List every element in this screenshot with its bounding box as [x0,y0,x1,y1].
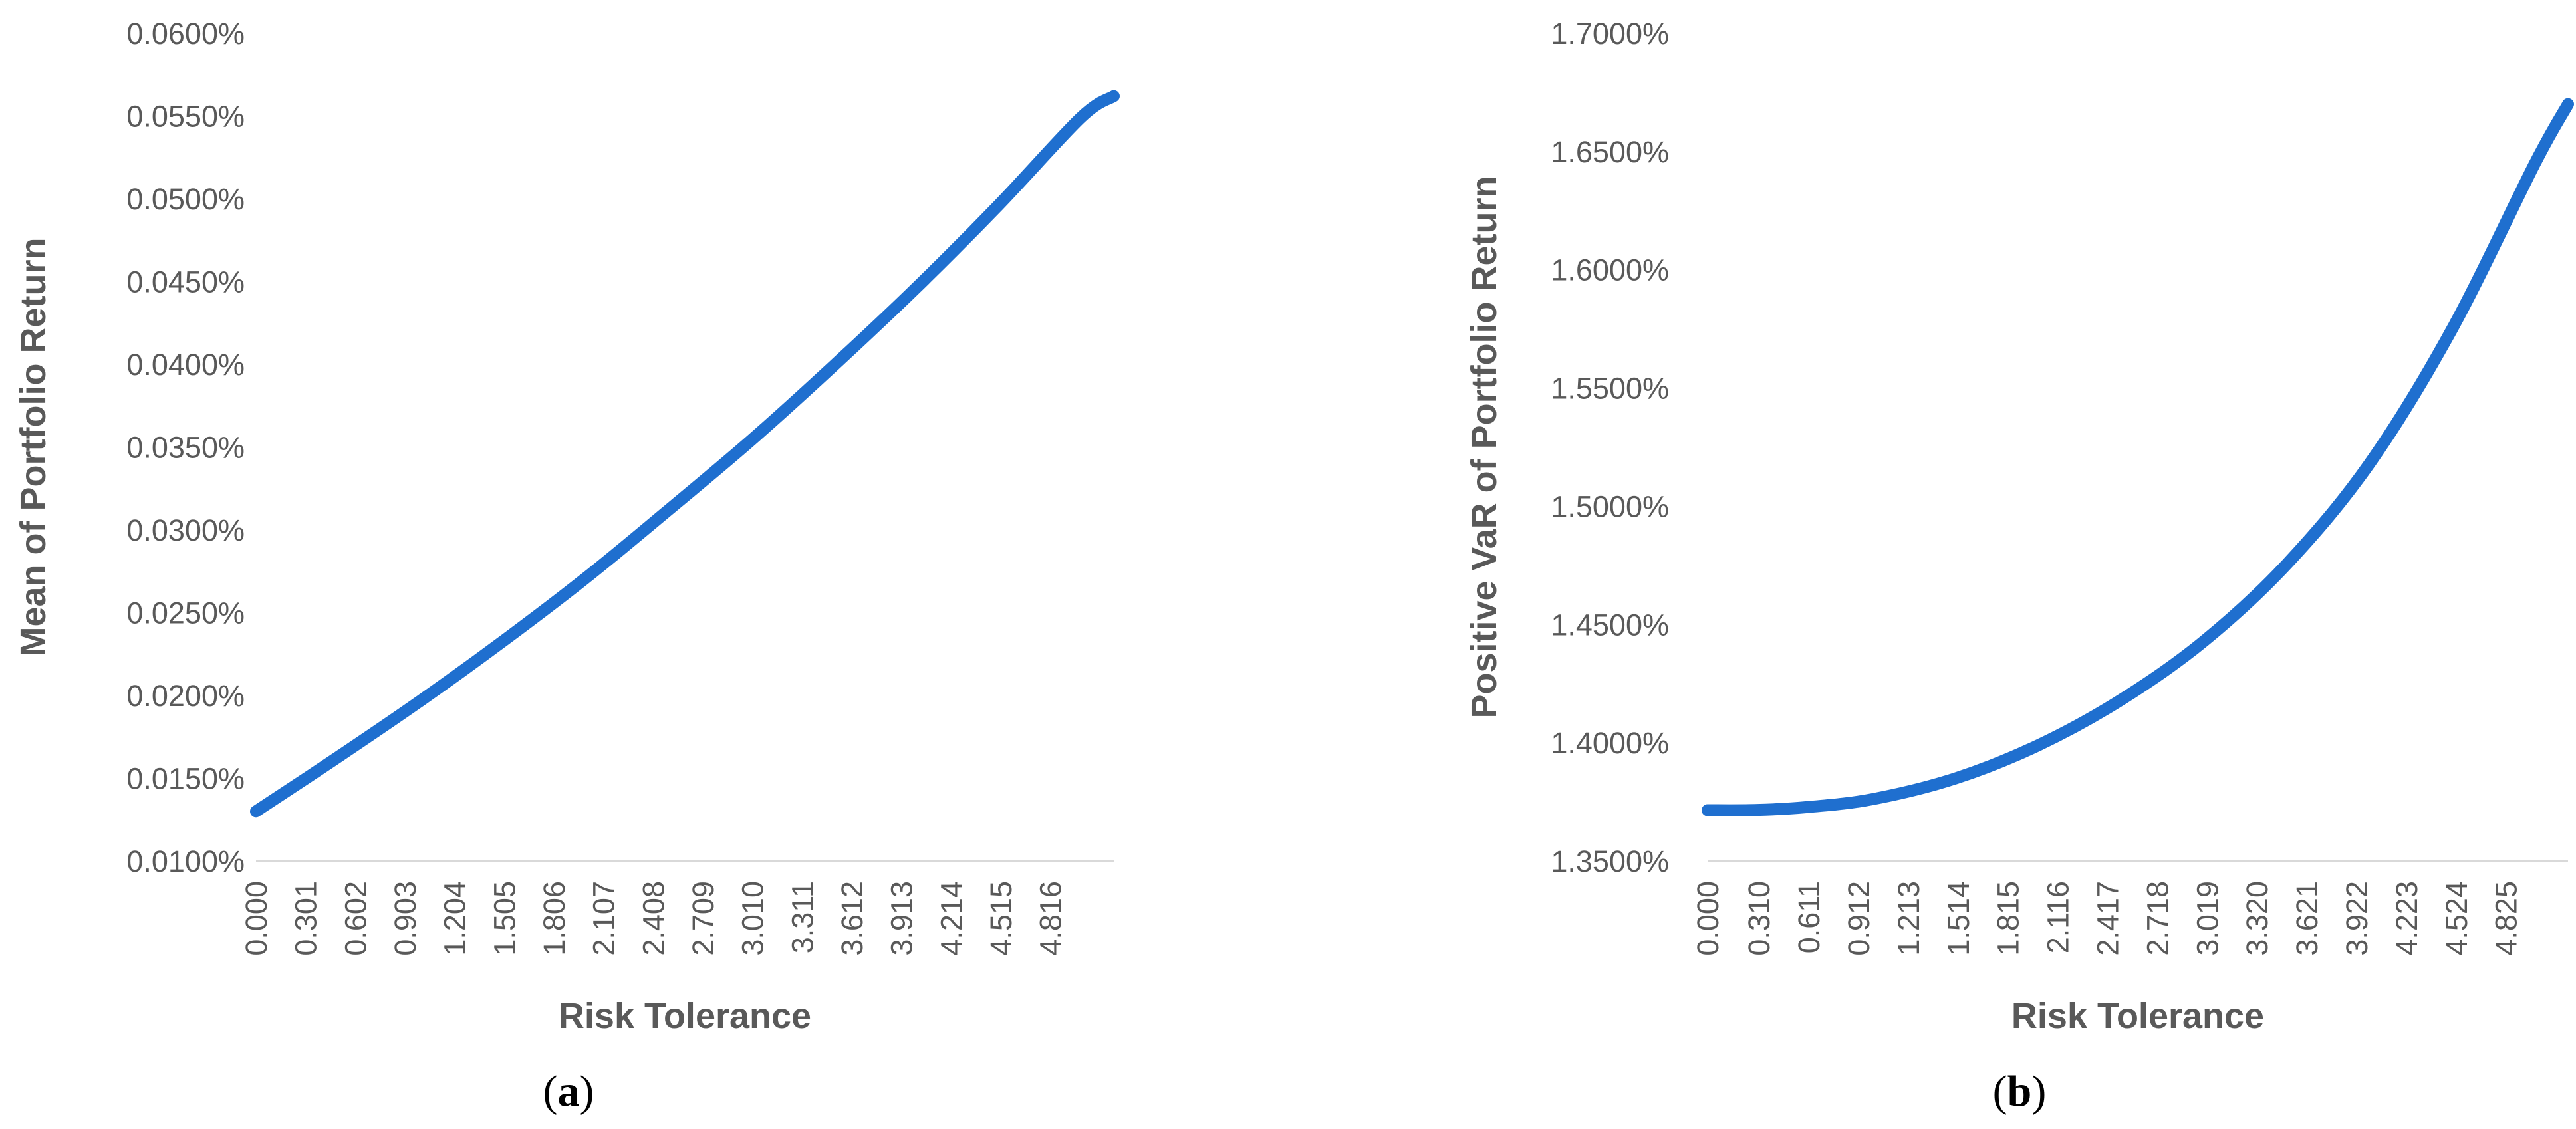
y-axis-title: Mean of Portfolio Return [13,238,53,657]
x-tick-label: 4.825 [2490,881,2523,956]
x-tick-label: 1.815 [1992,881,2025,956]
x-tick-label: 4.223 [2390,881,2424,956]
x-tick-label: 4.515 [984,881,1018,956]
y-tick-label: 1.6000% [1551,253,1669,287]
y-tick-label: 1.3500% [1551,844,1669,878]
y-tick-label: 0.0300% [126,513,245,547]
x-tick-label: 1.213 [1892,881,1926,956]
data-point [503,640,504,642]
y-tick-label: 1.5500% [1551,372,1669,406]
data-point [255,811,257,812]
data-point [668,509,669,511]
x-tick-label: 4.524 [2440,881,2474,956]
panel-label-b: (b) [1993,1067,2047,1116]
y-tick-label: 1.6500% [1551,135,1669,169]
y-tick-label: 1.5000% [1551,489,1669,523]
panel-label-a: (a) [543,1067,594,1116]
x-axis-title: Risk Tolerance [559,996,811,1036]
y-tick-label: 0.0600% [126,17,245,51]
x-tick-label: 1.505 [487,881,521,956]
x-tick-label: 0.602 [338,881,372,956]
x-tick-label: 0.301 [289,881,323,956]
y-tick-label: 0.0550% [126,100,245,134]
x-tick-label: 3.019 [2190,881,2224,956]
x-tick-label: 0.912 [1842,881,1876,956]
x-tick-label: 0.611 [1792,881,1826,953]
y-tick-label: 1.7000% [1551,17,1669,51]
chart-b: 1.3500% 1.4000% 1.4500% 1.5000% 1.5500% 1.600… [1464,17,2574,1036]
y-tick-label: 0.0200% [126,679,245,713]
x-tick-label: 2.408 [636,881,670,956]
x-tick-label: 3.621 [2290,881,2324,956]
y-tick-label: 0.0500% [126,182,245,216]
x-tick-label: 4.816 [1034,881,1068,956]
y-tick-label: 0.0400% [126,348,245,382]
y-tick-label: 0.0350% [126,431,245,465]
x-tick-label: 0.000 [1691,881,1725,956]
x-tick-label: 2.116 [2041,881,2075,953]
x-tick-label: 0.310 [1742,881,1776,956]
x-tick-label: 3.010 [736,881,770,956]
x-tick-label: 0.903 [388,881,422,956]
y-tick-label: 0.0100% [126,844,245,878]
chart-a: 0.0100% 0.0150% 0.0200% 0.0250% 0.0300% 0.035… [13,17,1120,1036]
x-tick-label: 3.913 [885,881,919,956]
x-axis-title: Risk Tolerance [2011,996,2264,1036]
x-tick-label: 1.204 [438,881,472,956]
data-point [420,699,422,701]
x-tick-label: 4.214 [934,881,968,956]
x-tick-label: 3.922 [2340,881,2374,956]
x-tick-label: 2.718 [2140,881,2174,956]
x-tick-label: 1.806 [537,881,571,956]
y-tick-label: 0.0150% [126,762,245,796]
data-point [2121,699,2122,700]
series-line [1702,98,2574,816]
y-tick-label: 0.0250% [126,596,245,630]
x-tick-label: 1.514 [1942,881,1976,956]
y-tick-label: 1.4500% [1551,608,1669,642]
x-tick-label: 3.311 [785,881,819,953]
series-line [250,90,1120,818]
x-tick-label: 2.417 [2091,881,2125,956]
x-tick-label: 2.709 [686,881,720,956]
x-tick-label: 3.612 [835,881,869,956]
data-point [2369,463,2370,464]
y-axis-title: Positive VaR of Portfolio Return [1464,176,1504,718]
y-tick-label: 1.4000% [1551,726,1669,760]
x-tick-label: 2.107 [587,881,621,956]
y-tick-label: 0.0450% [126,265,245,299]
x-tick-label: 3.320 [2240,881,2274,956]
x-tick-label: 0.000 [239,881,273,956]
